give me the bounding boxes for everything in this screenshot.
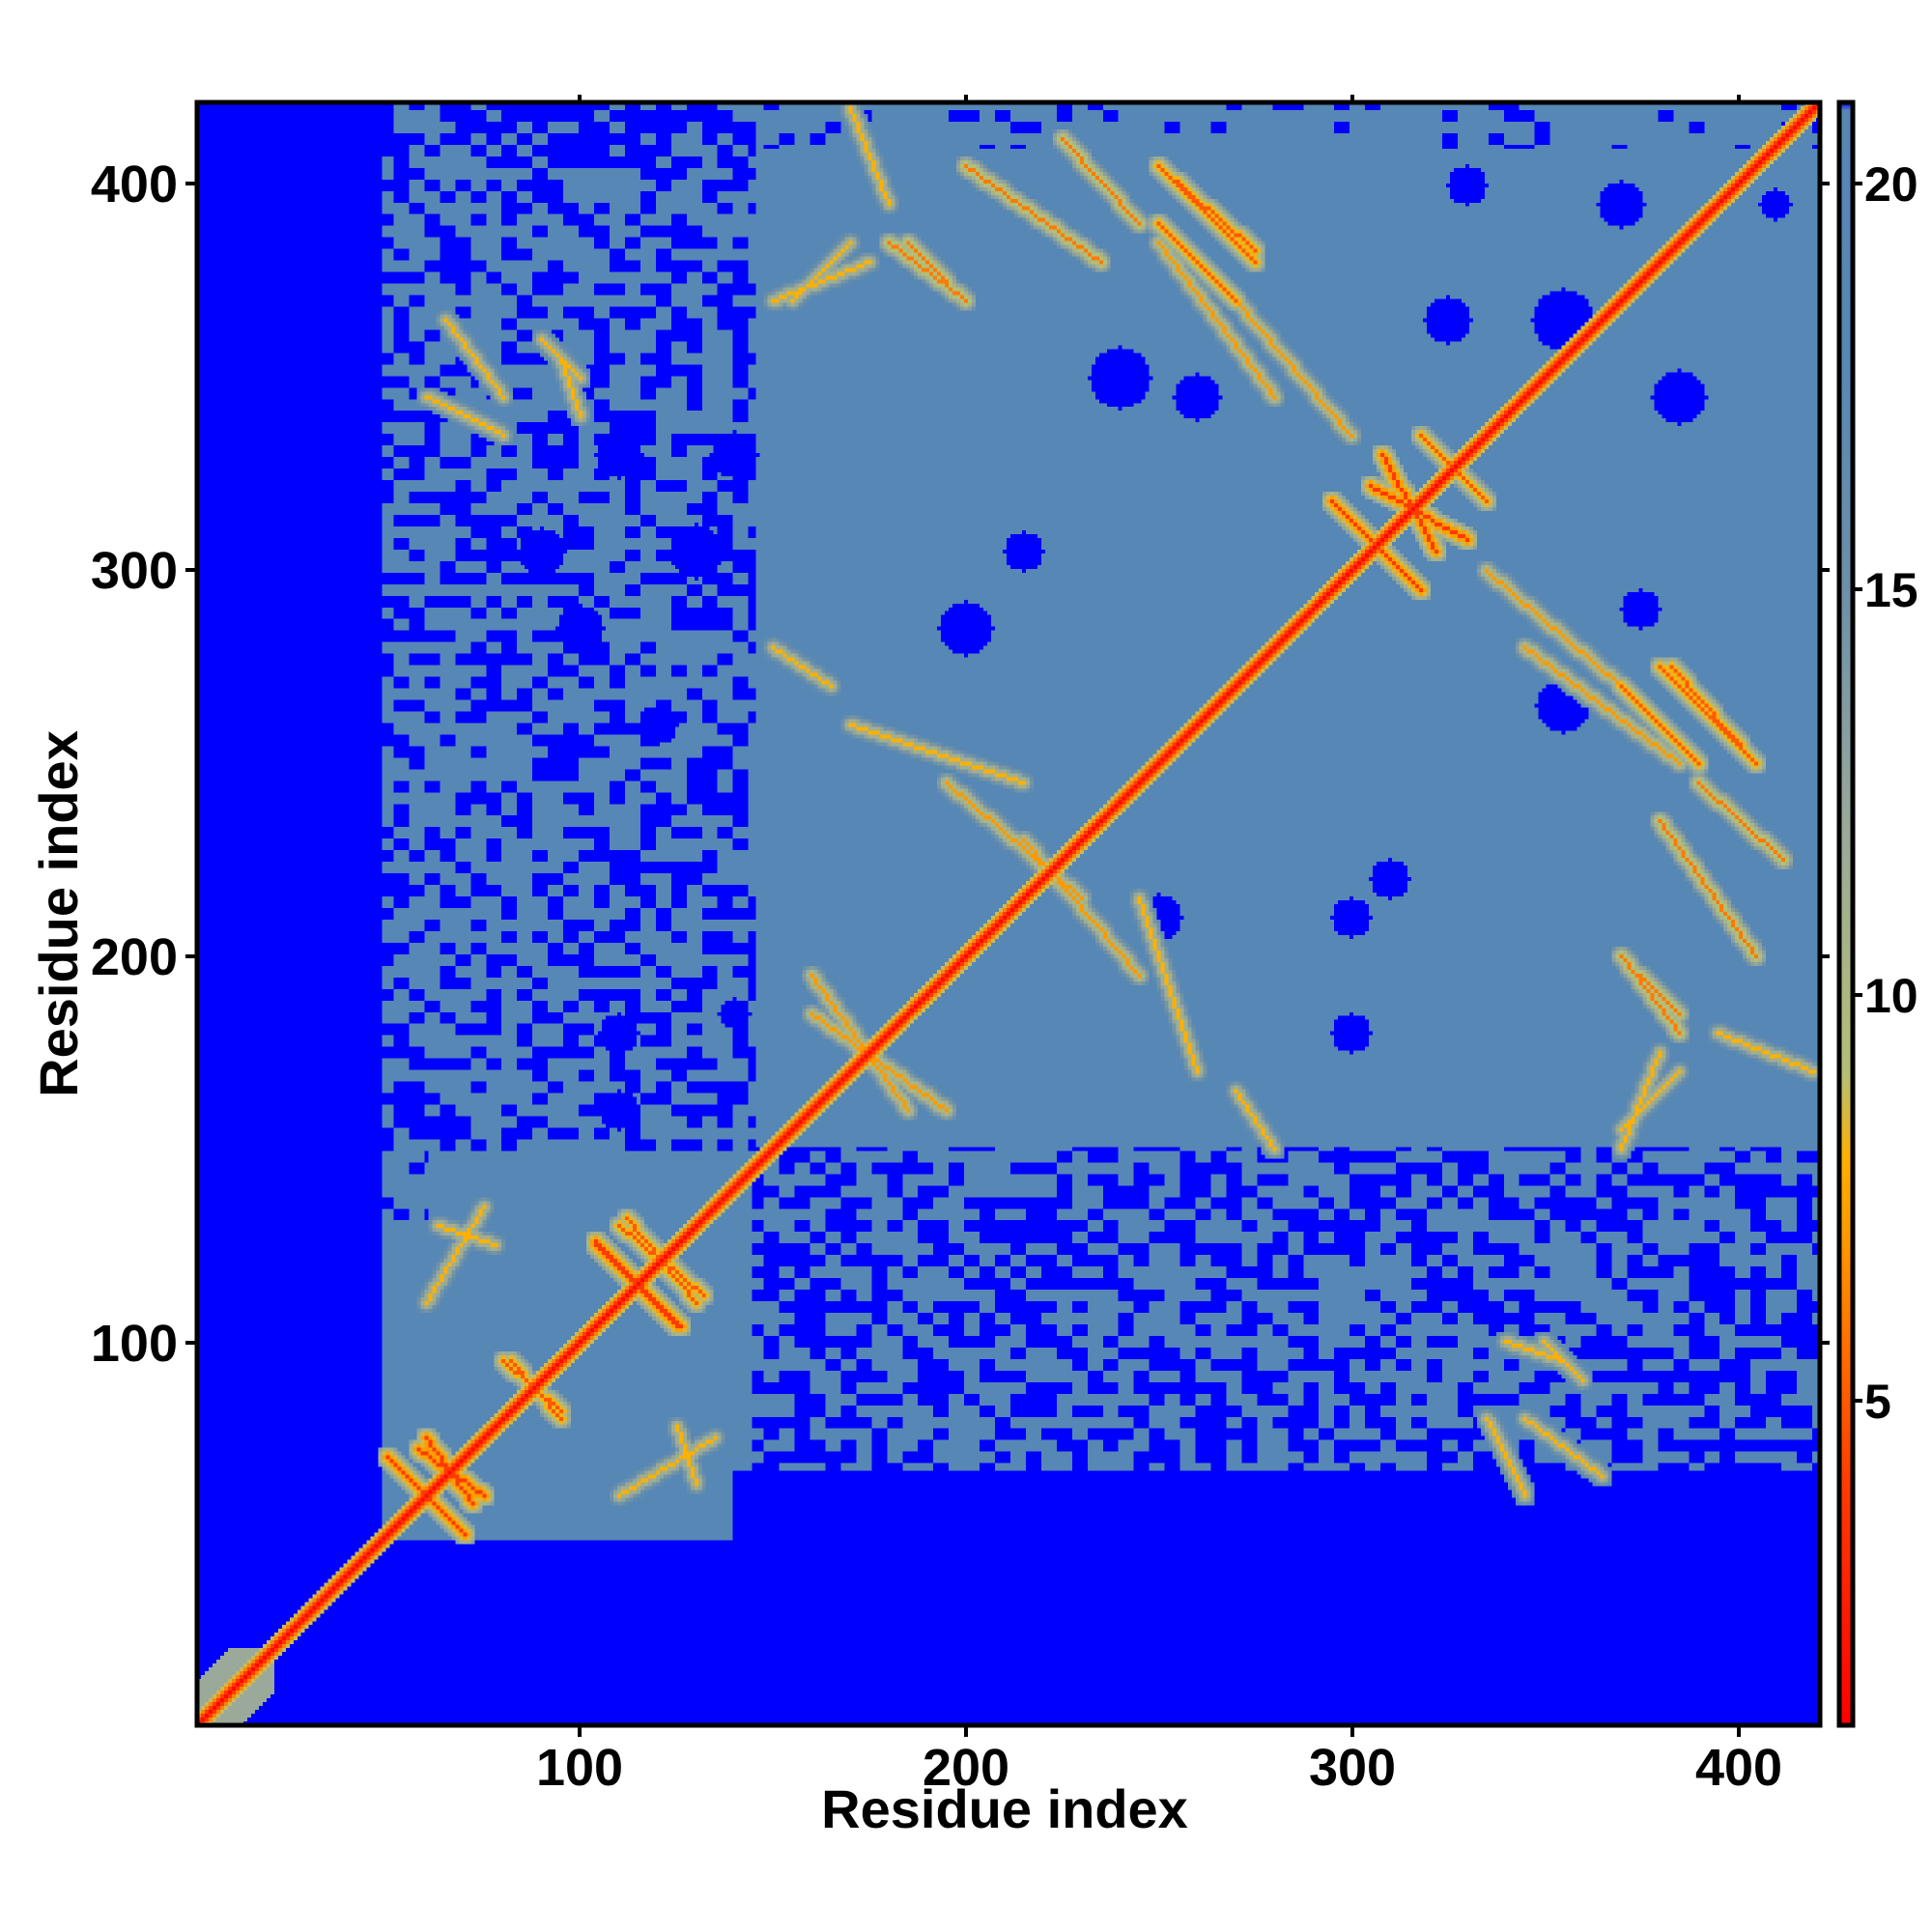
x-axis: 100 200 300 400 (536, 95, 1782, 1797)
colorbar-tick-label: 5 (1864, 1375, 1891, 1429)
x-tick-label: 100 (536, 1739, 623, 1797)
heatmap (194, 99, 1823, 1728)
heatmap-image (197, 102, 1820, 1725)
colorbar-ticks: 5 10 15 20 (1820, 157, 1918, 1429)
y-tick-label: 400 (91, 156, 178, 213)
colorbar-tick-label: 10 (1864, 969, 1918, 1023)
colorbar-gradient (1836, 99, 1856, 1728)
colorbar-tick-label: 20 (1864, 157, 1918, 212)
x-tick-label: 300 (1309, 1739, 1396, 1797)
plot-frame (194, 99, 1823, 1728)
x-tick-label: 200 (923, 1739, 1009, 1797)
colorbar-tick-label: 15 (1864, 563, 1918, 617)
y-tick-label: 100 (91, 1315, 178, 1373)
colorbar: 5 10 15 20 (1820, 99, 1918, 1728)
y-tick-label: 200 (91, 928, 178, 986)
y-axis: 100 200 300 400 (91, 156, 197, 1373)
y-tick-label: 300 (91, 542, 178, 600)
x-tick-label: 400 (1695, 1739, 1782, 1797)
y-axis-title: Residue index (28, 730, 89, 1097)
x-axis-title: Residue index (821, 1778, 1188, 1839)
